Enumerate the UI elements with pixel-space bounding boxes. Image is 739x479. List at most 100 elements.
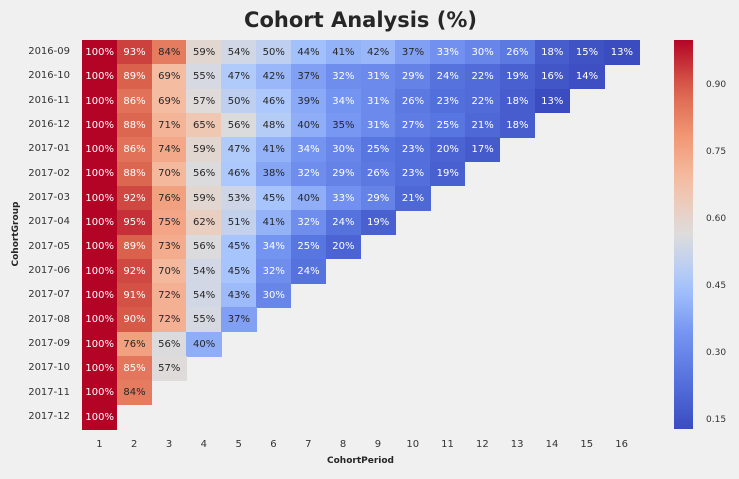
colorbar-tick-label: 0.60 [706, 213, 727, 224]
heatmap-cell: 27% [395, 112, 431, 138]
y-tick-label: 2017-07 [28, 289, 70, 301]
y-tick-label: 2017-10 [28, 362, 70, 374]
heatmap-cell: 76% [151, 185, 187, 211]
heatmap-cell: 30% [464, 40, 501, 65]
x-tick-label: 13 [510, 439, 524, 450]
heatmap-grid: 100% 93% 84% 59% 54% 50% 44% 41% 42% 37% 33% 30% 26%… [82, 40, 640, 430]
heatmap-cell: 48% [256, 112, 292, 138]
heatmap-cell: 19% [499, 64, 536, 90]
heatmap-cell: 34% [325, 88, 361, 114]
colorbar-tick-label: 0.90 [706, 79, 727, 90]
heatmap-cell: 69% [151, 64, 187, 90]
x-tick-label: 16 [615, 439, 628, 450]
heatmap-cell: 33% [430, 40, 466, 65]
heatmap-cell: 100% [82, 331, 118, 357]
heatmap-cell: 20% [430, 137, 466, 163]
heatmap-cell: 18% [534, 40, 570, 65]
heatmap-cell: 37% [395, 40, 431, 65]
heatmap-cell: 100% [82, 88, 118, 114]
heatmap-cell: 43% [221, 283, 257, 308]
heatmap-cell: 62% [186, 210, 222, 235]
heatmap-cell: 56% [186, 234, 222, 260]
heatmap-cell: 89% [116, 64, 153, 90]
x-tick-label: 11 [441, 439, 454, 450]
heatmap-cell: 95% [116, 210, 153, 235]
heatmap-cell: 24% [430, 64, 466, 90]
colorbar-tick-label: 0.75 [706, 146, 727, 157]
heatmap-cell: 100% [82, 356, 118, 381]
heatmap-cell: 100% [82, 40, 118, 65]
heatmap-cell: 29% [395, 64, 431, 90]
heatmap-cell: 74% [151, 137, 187, 163]
y-tick-label: 2016-11 [28, 94, 70, 106]
heatmap-cell: 31% [360, 88, 396, 114]
heatmap-cell: 46% [256, 88, 292, 114]
heatmap-cell: 100% [82, 64, 118, 90]
heatmap-cell: 71% [151, 112, 187, 138]
heatmap-cell: 46% [221, 161, 257, 187]
heatmap-cell: 30% [256, 283, 292, 308]
heatmap-cell: 57% [151, 356, 187, 381]
heatmap-cell: 41% [256, 210, 292, 235]
heatmap-cell: 17% [464, 137, 501, 163]
heatmap-cell: 25% [360, 137, 396, 163]
heatmap-cell: 26% [395, 88, 431, 114]
heatmap-cell: 70% [151, 258, 187, 284]
heatmap-cell: 76% [116, 331, 153, 357]
x-tick-label: 8 [339, 439, 347, 450]
y-axis-title: CohortGroup [11, 201, 21, 267]
heatmap-cell: 41% [256, 137, 292, 163]
heatmap-cell: 37% [290, 64, 327, 90]
heatmap-cell: 85% [116, 356, 153, 381]
y-tick-label: 2017-02 [28, 167, 70, 179]
heatmap-cell: 90% [116, 307, 153, 333]
heatmap-cell: 93% [116, 40, 153, 65]
heatmap-cell: 32% [290, 210, 327, 235]
heatmap-cell: 32% [256, 258, 292, 284]
heatmap-cell: 25% [430, 112, 466, 138]
x-tick-label: 9 [374, 439, 382, 450]
heatmap-cell: 22% [464, 88, 501, 114]
heatmap-cell: 31% [360, 64, 396, 90]
heatmap-cell: 59% [186, 185, 222, 211]
x-tick-label: 6 [270, 439, 277, 450]
heatmap-cell: 54% [186, 258, 222, 284]
heatmap-cell: 53% [221, 185, 257, 211]
heatmap-cell: 100% [82, 404, 118, 430]
y-tick-label: 2016-12 [28, 119, 70, 131]
heatmap-cell: 92% [116, 185, 153, 211]
colorbar-tick-label: 0.30 [706, 347, 727, 358]
x-axis-title: CohortPeriod [327, 456, 394, 466]
heatmap-cell: 18% [499, 88, 536, 114]
colorbar-tick-label: 0.15 [706, 415, 727, 426]
heatmap-cell: 35% [325, 112, 361, 138]
heatmap-cell: 100% [82, 161, 118, 187]
heatmap-cell: 56% [151, 331, 187, 357]
heatmap-cell: 45% [221, 258, 257, 284]
heatmap-cell: 23% [395, 161, 431, 187]
x-tick-label: 15 [580, 439, 594, 450]
heatmap-cell: 72% [151, 307, 187, 333]
heatmap-cell: 31% [360, 112, 396, 138]
heatmap-cell: 47% [221, 64, 257, 90]
x-tick-label: 7 [305, 439, 312, 450]
heatmap-cell: 41% [325, 40, 361, 65]
heatmap-cell: 34% [290, 137, 327, 163]
heatmap-cell: 84% [151, 40, 187, 65]
heatmap-cell: 19% [430, 161, 466, 187]
heatmap-cell: 70% [151, 161, 187, 187]
heatmap-cell: 39% [290, 88, 327, 114]
heatmap-cell: 51% [221, 210, 257, 235]
heatmap-cell: 56% [186, 161, 222, 187]
colorbar-tick-label: 0.45 [706, 280, 727, 291]
y-tick-label: 2017-01 [28, 143, 70, 155]
heatmap-cell: 57% [186, 88, 222, 114]
heatmap-cell: 19% [360, 210, 396, 235]
heatmap-cell: 45% [221, 234, 257, 260]
heatmap-cell: 21% [395, 185, 431, 211]
heatmap-cell: 100% [82, 283, 118, 308]
heatmap-cell: 100% [82, 307, 118, 333]
x-tick-label: 12 [475, 439, 489, 450]
heatmap-cell: 100% [82, 137, 118, 163]
heatmap-cell: 86% [116, 88, 153, 114]
